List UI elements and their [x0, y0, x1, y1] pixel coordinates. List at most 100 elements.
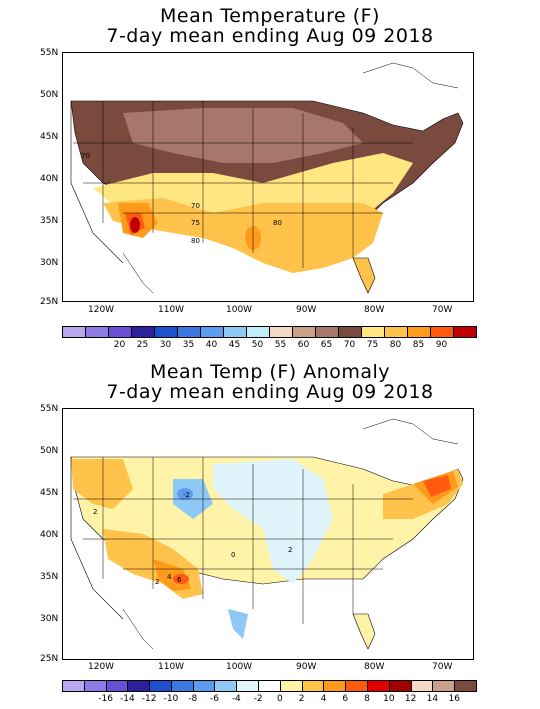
panel1-colorbar-cell: [246, 326, 270, 338]
panel2-colorbar-tick: -12: [141, 694, 157, 704]
panel2-lat-25: 25N: [40, 654, 59, 664]
anom-label-neg2: -2: [183, 491, 190, 499]
contour-label-75: 75: [191, 219, 200, 227]
panel1-colorbar-cell: [292, 326, 316, 338]
zone-80: [103, 198, 383, 273]
panel1-colorbar-cell: [338, 326, 362, 338]
panel2-map: -2 2 2 0 2 4 6: [62, 408, 474, 660]
panel1-colorbar-tick: 20: [113, 340, 126, 350]
contour-label-70b: 70: [191, 202, 200, 210]
panel1-colorbar-cell: [154, 326, 178, 338]
panel1-colorbar-tick: 75: [366, 340, 379, 350]
panel1-colorbar-cell: [200, 326, 224, 338]
panel2-colorbar-tick: 2: [298, 694, 305, 704]
contour-label-70a: 70: [81, 152, 90, 160]
panel2-lat-30: 30N: [40, 614, 59, 624]
panel1-colorbar-cell: [453, 326, 477, 338]
panel1-colorbar-cell: [85, 326, 109, 338]
anom-label-6: 6: [177, 576, 182, 584]
panel1-lon-110: 110W: [158, 305, 185, 315]
panel2-lat-35: 35N: [40, 572, 59, 582]
panel2-colorbar-cell: [432, 680, 456, 692]
panel2-lon-90: 90W: [296, 662, 317, 672]
panel2-colorbar-cell: [323, 680, 347, 692]
panel2-lon-120: 120W: [88, 662, 115, 672]
panel1-colorbar-tick: 70: [343, 340, 356, 350]
panel2-colorbar-cell: [279, 680, 303, 692]
anom-label-2a: 2: [93, 508, 97, 516]
panel1-colorbar-tick: 60: [297, 340, 310, 350]
anom-label-2c: 2: [155, 578, 159, 586]
panel1-lat-25: 25N: [40, 297, 59, 307]
panel2-colorbar-cell: [105, 680, 129, 692]
panel2-colorbar-tick: 4: [320, 694, 327, 704]
panel2-colorbar-cell: [388, 680, 412, 692]
anom-max: [173, 574, 189, 584]
panel2-colorbar-tick: 8: [364, 694, 370, 704]
panel1-colorbar-cell: [108, 326, 132, 338]
panel2-colorbar-cell: [214, 680, 238, 692]
anom-label-2b: 2: [288, 546, 292, 554]
panel2-colorbar-cell: [62, 680, 85, 692]
panel2-colorbar-cell: [236, 680, 260, 692]
panel1-colorbar-tick: 90: [435, 340, 448, 350]
panel2-colorbar-tick: 10: [383, 694, 395, 704]
panel1-colorbar-tick: 55: [274, 340, 287, 350]
panel2-colorbar-cell: [258, 680, 281, 692]
panel1-lat-55: 55N: [40, 48, 59, 58]
panel2-colorbar-tick: 6: [342, 694, 349, 704]
panel2-colorbar-cell: [83, 680, 107, 692]
panel1-lat-40: 40N: [40, 174, 59, 184]
panel2-colorbar-cell: [366, 680, 390, 692]
panel2-title-line1: Mean Temp (F) Anomaly: [149, 361, 391, 383]
panel1-colorbar: [62, 326, 477, 338]
panel1-colorbar-cell: [62, 326, 86, 338]
zone-95: [130, 217, 140, 233]
panel2-colorbar-tick: -16: [98, 694, 113, 704]
panel2-colorbar-cell: [127, 680, 151, 692]
anom-ne-max: [423, 475, 451, 497]
panel1-colorbar-tick: 40: [205, 340, 218, 350]
panel2-colorbar-tick: -14: [120, 694, 135, 704]
panel2-colorbar-tick: -8: [188, 694, 198, 704]
panel1-title-line2: 7-day mean ending Aug 09 2018: [106, 25, 434, 47]
panel2-lon-80: 80W: [364, 662, 385, 672]
panel1-colorbar-cell: [430, 326, 454, 338]
panel1-colorbar-tick: 50: [251, 340, 264, 350]
panel1-lat-45: 45N: [40, 132, 59, 142]
panel2-lon-70: 70W: [432, 662, 453, 672]
panel2-colorbar-tick: 12: [404, 694, 417, 704]
panel1-lon-70: 70W: [432, 305, 453, 315]
panel1-colorbar-tick: 25: [136, 340, 149, 350]
panel1-lat-50: 50N: [40, 90, 59, 100]
panel1-lat-35: 35N: [40, 216, 59, 226]
panel1-colorbar-tick: 85: [412, 340, 425, 350]
anom-label-0: 0: [231, 551, 235, 559]
panel1-colorbar-cell: [223, 326, 247, 338]
contour-label-80b: 80: [191, 237, 200, 245]
panel1-colorbar-cell: [407, 326, 431, 338]
anom-label-4: 4: [167, 573, 172, 581]
florida-anom: [352, 613, 376, 650]
panel2-colorbar-tick: -2: [253, 694, 263, 704]
panel1-colorbar-cell: [315, 326, 339, 338]
florida: [352, 257, 376, 294]
panel1-colorbar-tick: 30: [159, 340, 172, 350]
panel1-map: 70 70 75 80 80: [62, 52, 474, 302]
panel1-colorbar-tick: 45: [228, 340, 241, 350]
panel1-lat-30: 30N: [40, 258, 59, 268]
panel1-colorbar-cell: [131, 326, 155, 338]
panel1-colorbar-cell: [269, 326, 293, 338]
panel2-colorbar-tick: 16: [448, 694, 460, 704]
panel2-colorbar-cell: [454, 680, 477, 692]
panel1-colorbar-tick: 80: [389, 340, 402, 350]
panel2-title-line2: 7-day mean ending Aug 09 2018: [106, 381, 434, 403]
panel2-colorbar-cell: [410, 680, 434, 692]
panel2-lat-45: 45N: [40, 488, 59, 498]
anom-neg-south: [228, 609, 248, 639]
panel2-lat-55: 55N: [40, 404, 59, 414]
panel2-colorbar: [62, 680, 477, 692]
panel1-lon-80: 80W: [364, 305, 385, 315]
panel1-colorbar-tick: 65: [320, 340, 333, 350]
panel1-lon-90: 90W: [296, 305, 317, 315]
